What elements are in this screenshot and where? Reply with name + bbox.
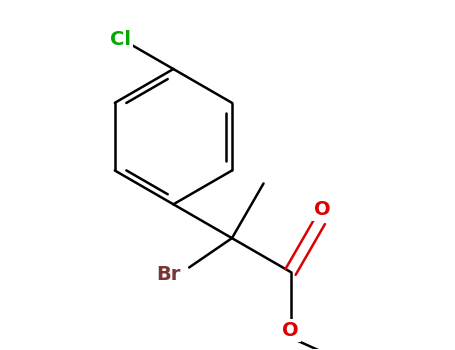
Text: Br: Br	[157, 265, 181, 284]
Text: O: O	[282, 321, 299, 340]
Text: O: O	[314, 201, 330, 219]
Text: Cl: Cl	[110, 30, 131, 49]
